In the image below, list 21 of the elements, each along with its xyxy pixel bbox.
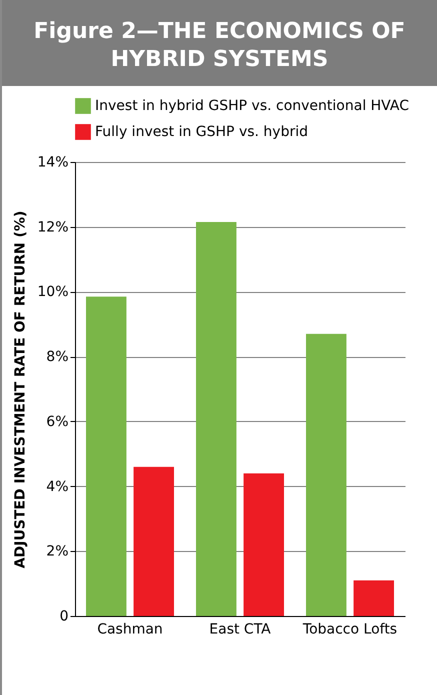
y-tick-label: 2% xyxy=(46,544,68,560)
chart-title: Figure 2—THE ECONOMICS OF HYBRID SYSTEMS xyxy=(2,0,437,86)
y-tick-label: 14% xyxy=(37,154,68,170)
y-tick-label: 8% xyxy=(46,349,68,366)
legend-label: Fully invest in GSHP vs. hybrid xyxy=(95,124,308,140)
y-axis-title: ADJUSTED INVESTMENT RATE OF RETURN (%) xyxy=(12,210,28,568)
legend-label: Invest in hybrid GSHP vs. conventional HVAC xyxy=(95,98,410,114)
bar xyxy=(86,296,126,616)
y-tick-label: 10% xyxy=(37,284,68,300)
x-tick-label: East CTA xyxy=(209,622,272,638)
bar xyxy=(306,334,346,616)
y-tick-label: 12% xyxy=(37,219,68,236)
bar xyxy=(244,473,284,616)
x-tick-label: Cashman xyxy=(97,622,163,638)
x-tick-label: Tobacco Lofts xyxy=(302,622,398,638)
bar xyxy=(354,580,394,616)
y-tick-label: 6% xyxy=(46,414,68,430)
bar xyxy=(196,222,236,616)
y-tick-label: 4% xyxy=(46,478,68,495)
y-tick-label: 0 xyxy=(60,608,68,624)
bar xyxy=(134,466,174,616)
